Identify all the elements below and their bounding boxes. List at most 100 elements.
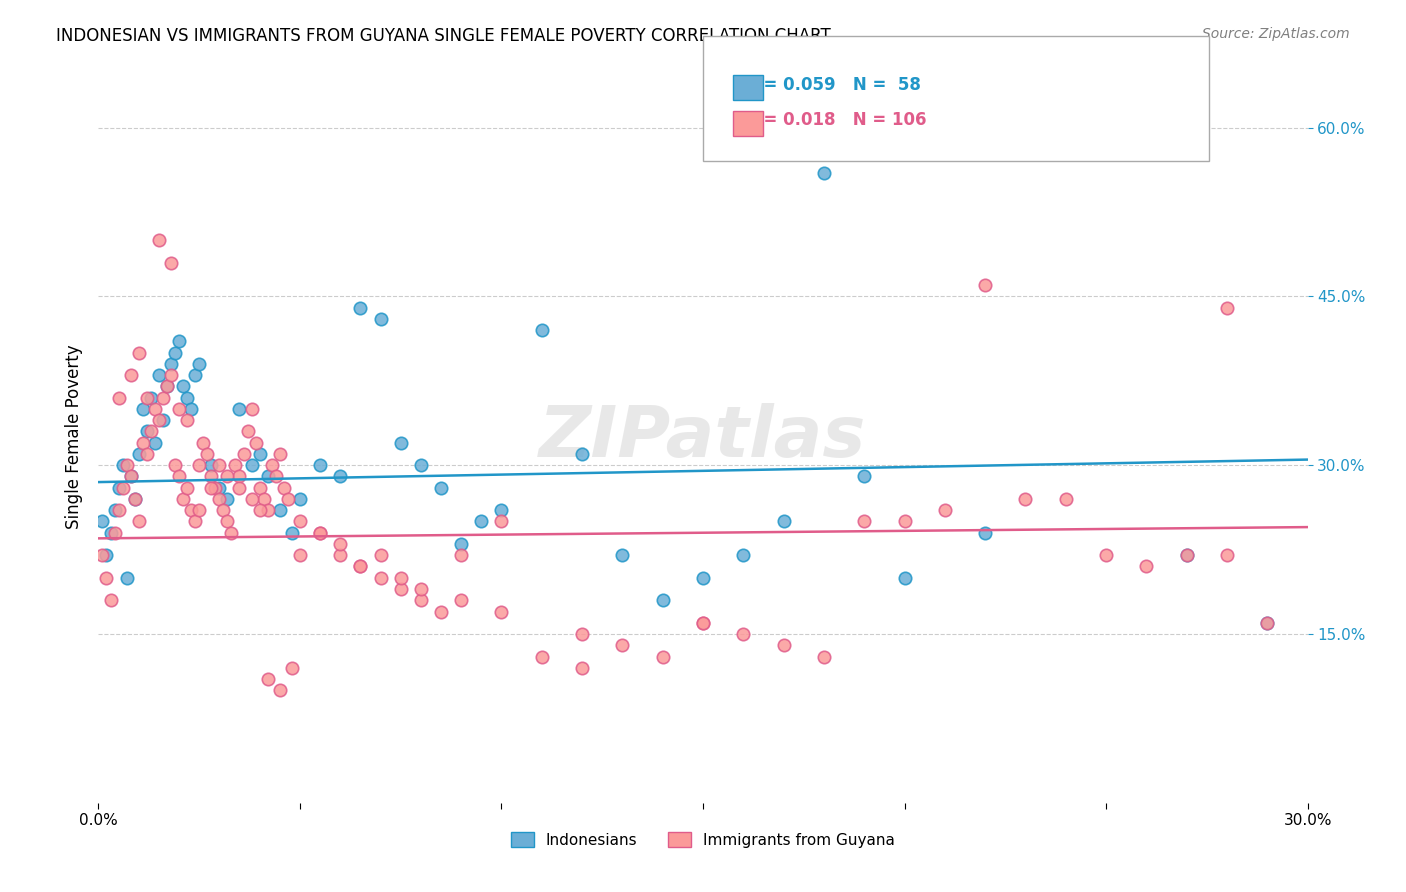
Point — [156, 379, 179, 393]
Point — [148, 413, 170, 427]
Point — [91, 548, 114, 562]
Point — [256, 469, 278, 483]
Y-axis label: Single Female Poverty: Single Female Poverty — [65, 345, 83, 529]
Point — [188, 503, 211, 517]
Point — [96, 571, 118, 585]
Point — [124, 491, 146, 506]
Point — [120, 469, 142, 483]
Point — [160, 255, 183, 269]
Point — [111, 481, 134, 495]
Point — [370, 548, 392, 562]
Point — [1175, 548, 1198, 562]
Point — [893, 571, 915, 585]
Point — [530, 323, 553, 337]
Text: INDONESIAN VS IMMIGRANTS FROM GUYANA SINGLE FEMALE POVERTY CORRELATION CHART: INDONESIAN VS IMMIGRANTS FROM GUYANA SIN… — [56, 27, 831, 45]
Point — [309, 525, 332, 540]
Point — [217, 469, 239, 483]
Point — [1256, 615, 1278, 630]
Point — [1135, 559, 1157, 574]
Point — [96, 548, 118, 562]
Point — [249, 481, 271, 495]
Point — [349, 559, 371, 574]
Point — [217, 515, 239, 529]
Point — [571, 447, 593, 461]
Point — [249, 503, 271, 517]
Point — [176, 481, 198, 495]
Point — [281, 525, 304, 540]
Point — [974, 525, 997, 540]
Point — [100, 525, 122, 540]
Point — [309, 525, 332, 540]
Point — [571, 661, 593, 675]
Point — [195, 447, 218, 461]
Point — [143, 435, 166, 450]
Point — [160, 368, 183, 383]
Point — [236, 425, 259, 439]
Legend: Indonesians, Immigrants from Guyana: Indonesians, Immigrants from Guyana — [505, 825, 901, 854]
Point — [349, 301, 371, 315]
Point — [193, 435, 215, 450]
Point — [269, 503, 291, 517]
Point — [389, 435, 412, 450]
Point — [612, 548, 634, 562]
Point — [470, 515, 492, 529]
Point — [128, 345, 150, 359]
Point — [277, 491, 299, 506]
Point — [135, 391, 157, 405]
Point — [491, 605, 513, 619]
Point — [120, 368, 142, 383]
Point — [184, 515, 207, 529]
Point — [204, 481, 226, 495]
Point — [571, 627, 593, 641]
Point — [240, 491, 263, 506]
Point — [530, 649, 553, 664]
Point — [269, 683, 291, 698]
Point — [692, 615, 714, 630]
Point — [91, 515, 114, 529]
Point — [200, 469, 222, 483]
Point — [273, 481, 295, 495]
Point — [1216, 548, 1239, 562]
Point — [139, 425, 162, 439]
Point — [253, 491, 276, 506]
Point — [132, 401, 155, 416]
Point — [115, 571, 138, 585]
Point — [651, 593, 673, 607]
Point — [430, 605, 453, 619]
Point — [1054, 491, 1077, 506]
Point — [200, 481, 222, 495]
Point — [1014, 491, 1036, 506]
Point — [1095, 548, 1118, 562]
Point — [176, 413, 198, 427]
Point — [128, 515, 150, 529]
Point — [167, 401, 190, 416]
Point — [107, 391, 129, 405]
Point — [288, 515, 311, 529]
Text: Source: ZipAtlas.com: Source: ZipAtlas.com — [1202, 27, 1350, 41]
Point — [107, 481, 129, 495]
Point — [180, 401, 202, 416]
Point — [224, 458, 246, 473]
Text: ZIPatlas: ZIPatlas — [540, 402, 866, 472]
Point — [264, 469, 287, 483]
Point — [135, 447, 157, 461]
Point — [180, 503, 202, 517]
Point — [389, 571, 412, 585]
Point — [692, 615, 714, 630]
Point — [212, 503, 235, 517]
Point — [430, 481, 453, 495]
Point — [128, 447, 150, 461]
Point — [249, 447, 271, 461]
Point — [974, 278, 997, 293]
Point — [370, 571, 392, 585]
Point — [772, 515, 794, 529]
Point — [329, 537, 352, 551]
Point — [813, 166, 835, 180]
Point — [329, 469, 352, 483]
Point — [329, 548, 352, 562]
Point — [853, 515, 876, 529]
Point — [217, 491, 239, 506]
Point — [772, 638, 794, 652]
Text: R = 0.059   N =  58: R = 0.059 N = 58 — [745, 76, 921, 94]
Point — [240, 458, 263, 473]
